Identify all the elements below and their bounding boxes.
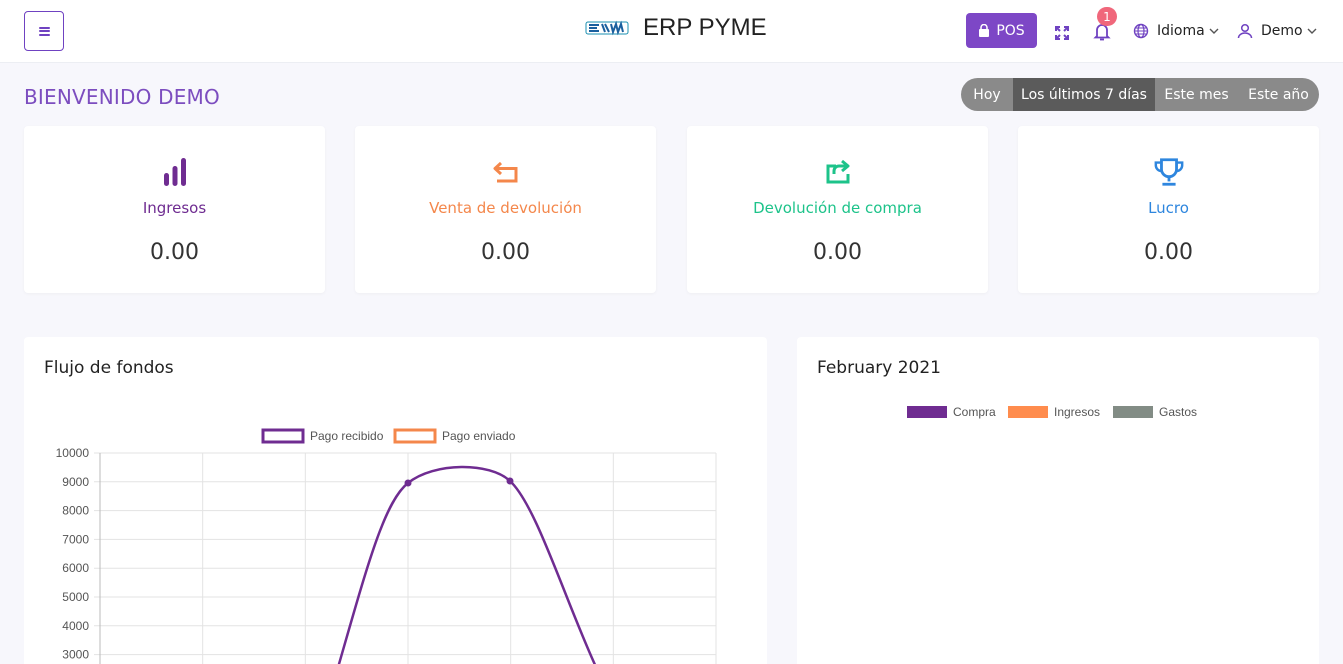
legend-item[interactable]: Compra bbox=[907, 405, 996, 419]
legend-swatch[interactable] bbox=[393, 428, 437, 444]
y-tick-label: 7000 bbox=[62, 532, 89, 546]
legend-label: Ingresos bbox=[1054, 405, 1101, 419]
stat-label: Ingresos bbox=[142, 199, 207, 217]
stat-card-lucro: Lucro 0.00 bbox=[1018, 126, 1319, 293]
stat-value: 0.00 bbox=[1144, 240, 1193, 265]
data-point bbox=[506, 477, 514, 485]
user-dropdown[interactable]: Demo bbox=[1237, 21, 1317, 41]
chevron-down-icon bbox=[1307, 28, 1317, 34]
legend-label[interactable]: Pago recibido bbox=[310, 429, 384, 443]
filter-this-year[interactable]: Este año bbox=[1248, 86, 1309, 103]
pos-label: POS bbox=[996, 22, 1025, 39]
brand[interactable]: ERP PYME bbox=[585, 12, 767, 44]
monthly-title: February 2021 bbox=[817, 358, 941, 378]
filter-this-month[interactable]: Este mes bbox=[1164, 86, 1229, 103]
y-tick-label: 6000 bbox=[62, 561, 89, 575]
brand-logo-icon bbox=[585, 19, 629, 37]
y-tick-label: 3000 bbox=[62, 648, 89, 662]
filter-last-7-days[interactable]: Los últimos 7 días bbox=[1013, 78, 1155, 111]
legend-item[interactable]: Ingresos bbox=[1008, 405, 1100, 419]
series-line-pago-recibido bbox=[337, 465, 597, 664]
stat-value: 0.00 bbox=[813, 240, 862, 265]
legend-label[interactable]: Pago enviado bbox=[442, 429, 516, 443]
top-bar: ERP PYME POS 1 Idioma Demo bbox=[0, 0, 1343, 63]
stat-label: Devolución de compra bbox=[753, 199, 922, 217]
legend-swatch bbox=[1008, 406, 1048, 418]
y-tick-label: 8000 bbox=[62, 504, 89, 518]
user-label: Demo bbox=[1261, 23, 1303, 39]
menu-toggle-button[interactable] bbox=[24, 11, 64, 51]
legend-item[interactable]: Gastos bbox=[1113, 405, 1197, 419]
hamburger-icon bbox=[38, 26, 50, 36]
cashflow-title: Flujo de fondos bbox=[44, 358, 174, 378]
globe-icon bbox=[1133, 23, 1149, 39]
cashflow-panel: Flujo de fondos 10000 9000 8000 7000 6000 500… bbox=[24, 337, 767, 664]
stat-card-venta-devolucion: Venta de devolución 0.00 bbox=[355, 126, 656, 293]
monthly-panel: February 2021 Compra Ingresos Gastos bbox=[797, 337, 1319, 664]
chevron-down-icon bbox=[1209, 28, 1219, 34]
brand-title: ERP PYME bbox=[643, 14, 767, 41]
y-tick-label: 4000 bbox=[62, 619, 89, 633]
welcome-heading: BIENVENIDO DEMO bbox=[24, 85, 220, 109]
bar-chart-icon bbox=[159, 156, 191, 188]
stat-label: Venta de devolución bbox=[429, 199, 582, 217]
legend-swatch[interactable] bbox=[261, 428, 305, 444]
stat-label: Lucro bbox=[1148, 199, 1189, 217]
legend-label: Compra bbox=[953, 405, 996, 419]
stat-card-ingresos: Ingresos 0.00 bbox=[24, 126, 325, 293]
cashflow-chart: 10000 9000 8000 7000 6000 5000 4000 3000 Pago r… bbox=[56, 428, 717, 664]
stat-value: 0.00 bbox=[481, 240, 530, 265]
y-tick-label: 10000 bbox=[56, 446, 90, 460]
legend-swatch bbox=[1113, 406, 1153, 418]
user-icon bbox=[1237, 23, 1253, 39]
notification-badge: 1 bbox=[1097, 7, 1117, 26]
y-tick-label: 5000 bbox=[62, 590, 89, 604]
stat-value: 0.00 bbox=[150, 240, 199, 265]
return-arrow-icon bbox=[490, 156, 522, 188]
stat-card-devolucion-compra: Devolución de compra 0.00 bbox=[687, 126, 988, 293]
y-tick-label: 9000 bbox=[62, 475, 89, 489]
language-label: Idioma bbox=[1157, 23, 1205, 39]
fullscreen-icon[interactable] bbox=[1054, 25, 1070, 41]
data-point bbox=[404, 479, 412, 487]
share-box-icon bbox=[822, 156, 854, 188]
bag-icon bbox=[979, 23, 990, 37]
date-filter-group: Hoy Los últimos 7 días Este mes Este año bbox=[961, 78, 1319, 111]
language-dropdown[interactable]: Idioma bbox=[1133, 21, 1219, 41]
legend-swatch bbox=[907, 406, 947, 418]
filter-today[interactable]: Hoy bbox=[973, 86, 1001, 103]
legend-label: Gastos bbox=[1159, 405, 1198, 419]
pos-button[interactable]: POS bbox=[966, 13, 1037, 48]
trophy-icon bbox=[1153, 156, 1185, 188]
